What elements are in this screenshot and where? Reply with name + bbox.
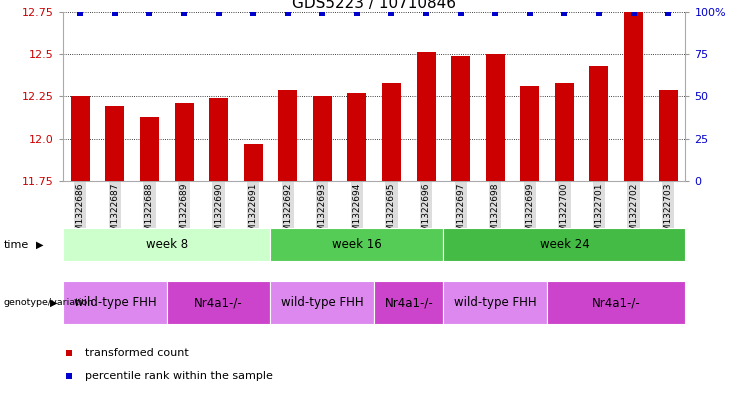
Bar — [374, 281, 443, 324]
Bar — [63, 228, 270, 261]
Text: Nr4a1-/-: Nr4a1-/- — [592, 296, 641, 309]
Bar — [279, 90, 297, 181]
Bar — [270, 281, 374, 324]
Text: wild-type FHH: wild-type FHH — [454, 296, 536, 309]
Text: genotype/variation: genotype/variation — [4, 298, 94, 307]
Text: Nr4a1-/-: Nr4a1-/- — [194, 296, 243, 309]
Bar — [71, 96, 90, 181]
Bar — [520, 86, 539, 181]
Text: week 16: week 16 — [332, 238, 382, 251]
Bar — [547, 281, 685, 324]
Bar — [105, 107, 124, 181]
Text: time: time — [4, 240, 29, 250]
Bar — [140, 117, 159, 181]
Bar — [659, 90, 677, 181]
Bar — [590, 66, 608, 181]
Bar — [443, 228, 685, 261]
Text: wild-type FHH: wild-type FHH — [73, 296, 156, 309]
Bar — [348, 93, 366, 181]
Bar — [209, 98, 228, 181]
Bar — [174, 103, 193, 181]
Bar — [416, 52, 436, 181]
Text: Nr4a1-/-: Nr4a1-/- — [385, 296, 433, 309]
Bar — [624, 12, 643, 181]
Bar — [451, 56, 470, 181]
Text: transformed count: transformed count — [84, 348, 188, 358]
Bar — [244, 143, 262, 181]
Text: percentile rank within the sample: percentile rank within the sample — [84, 371, 273, 382]
Bar — [486, 54, 505, 181]
Title: GDS5223 / 10710846: GDS5223 / 10710846 — [292, 0, 456, 11]
Text: ▶: ▶ — [36, 240, 43, 250]
Bar — [63, 281, 167, 324]
Bar — [443, 281, 547, 324]
Bar — [167, 281, 270, 324]
Bar — [270, 228, 443, 261]
Bar — [382, 83, 401, 181]
Text: ▶: ▶ — [50, 298, 57, 308]
Text: week 8: week 8 — [146, 238, 187, 251]
Text: wild-type FHH: wild-type FHH — [281, 296, 364, 309]
Text: week 24: week 24 — [539, 238, 589, 251]
Bar — [555, 83, 574, 181]
Bar — [313, 96, 332, 181]
